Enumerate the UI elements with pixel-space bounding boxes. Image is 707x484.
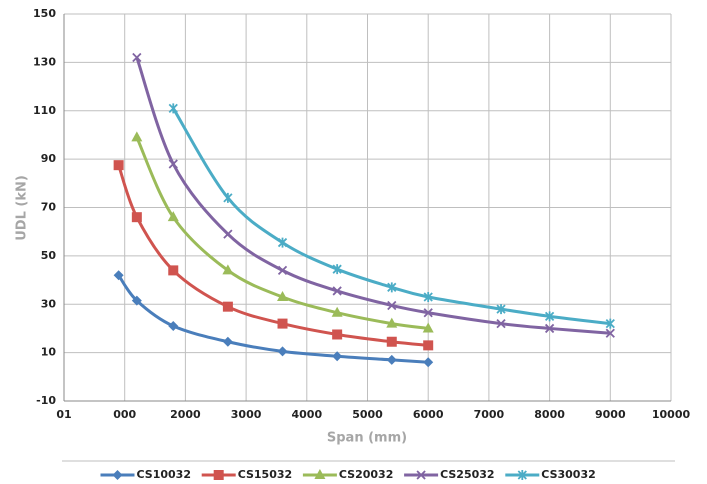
x-tick-label: 6000 — [413, 408, 444, 421]
marker — [386, 354, 397, 365]
legend-item: CS30032 — [505, 468, 596, 481]
series-line — [117, 164, 429, 347]
legend-item: CS15032 — [201, 468, 292, 481]
x-tick-label: 01 — [56, 408, 71, 421]
marker — [386, 317, 398, 328]
marker — [168, 265, 179, 276]
marker — [132, 52, 142, 63]
legend-marker — [416, 470, 426, 480]
legend-label: CS15032 — [238, 468, 292, 481]
marker — [332, 286, 342, 296]
marker — [605, 318, 615, 329]
marker — [168, 321, 179, 332]
marker — [423, 308, 433, 318]
marker — [131, 131, 143, 142]
marker — [544, 311, 555, 322]
legend-item: CS20032 — [302, 468, 393, 481]
marker — [277, 290, 289, 301]
y-tick-label: 110 — [33, 104, 56, 117]
marker — [332, 264, 342, 275]
x-tick-label: 7000 — [474, 408, 505, 421]
legend-marker — [213, 470, 224, 480]
marker — [332, 329, 343, 340]
legend-marker — [517, 470, 527, 480]
x-tick-label: 4000 — [291, 408, 322, 421]
marker — [113, 270, 124, 281]
marker — [222, 264, 234, 275]
legend-marker — [112, 470, 123, 480]
marker — [422, 322, 434, 333]
legend-label: CS30032 — [541, 468, 595, 481]
x-axis-title: Span (mm) — [327, 431, 407, 446]
legend-label: CS10032 — [137, 468, 191, 481]
legend-item: CS25032 — [404, 468, 495, 481]
y-tick-label: 10 — [41, 346, 57, 359]
marker — [277, 237, 288, 248]
marker — [544, 323, 555, 334]
legend-marker — [314, 469, 326, 479]
legend-label: CS25032 — [440, 468, 494, 481]
marker — [131, 212, 142, 223]
marker — [496, 318, 506, 329]
x-tick-label: 8000 — [534, 408, 565, 421]
legend-item: CS10032 — [100, 468, 191, 481]
marker — [423, 357, 434, 368]
marker — [222, 336, 233, 347]
y-tick-label: 150 — [33, 7, 56, 20]
x-tick-label: 5000 — [352, 408, 383, 421]
x-tick-label: 9000 — [595, 408, 626, 421]
y-tick-label: 30 — [41, 297, 57, 310]
marker — [423, 340, 434, 351]
marker — [423, 291, 433, 302]
series-line — [117, 274, 429, 364]
y-tick-label: 90 — [41, 152, 57, 165]
x-tick-label: 10000 — [652, 408, 691, 421]
marker — [387, 300, 397, 311]
marker — [387, 282, 397, 293]
marker — [496, 304, 506, 315]
x-tick-label: 000 — [113, 408, 136, 421]
marker — [131, 295, 142, 306]
marker — [332, 351, 343, 362]
series-line — [135, 57, 611, 335]
marker — [605, 328, 615, 338]
marker — [167, 211, 179, 222]
marker — [277, 346, 288, 357]
y-axis-title: UDL (kN) — [15, 175, 30, 241]
marker — [223, 229, 233, 239]
marker — [386, 336, 397, 347]
marker — [223, 192, 233, 203]
marker — [168, 159, 178, 169]
marker — [222, 301, 233, 312]
marker — [277, 318, 288, 329]
marker — [277, 265, 288, 276]
x-tick-label: 2000 — [170, 408, 201, 421]
marker — [168, 103, 178, 114]
x-tick-label: 3000 — [231, 408, 262, 421]
y-tick-label: 70 — [41, 201, 57, 214]
marker — [113, 160, 124, 171]
legend-label: CS20032 — [339, 468, 393, 481]
y-tick-label: 130 — [33, 55, 56, 68]
y-tick-label: -10 — [36, 394, 56, 407]
marker — [331, 306, 343, 317]
y-tick-label: 50 — [41, 249, 57, 262]
